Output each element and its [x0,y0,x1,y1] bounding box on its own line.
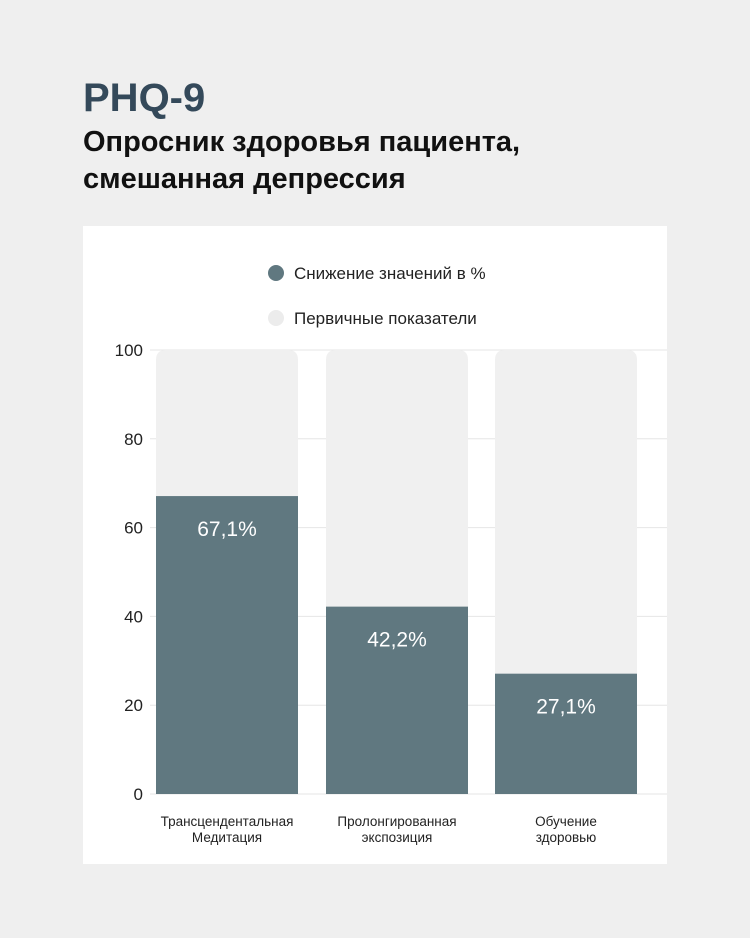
reduction-bar [326,606,468,794]
data-label: 67,1% [197,518,257,541]
x-category-label: Пролонгированная [337,814,456,829]
reduction-bar [495,673,637,794]
subtitle-line-1: Опросник здоровья пациента, [83,126,521,158]
y-tick-label: 40 [124,607,143,626]
bar-chart: 0 20 40 60 80 100 67,1% ТрансцендентальнаяМедит… [115,264,667,845]
legend-marker-icon [268,265,284,281]
reduction-bar [156,496,298,794]
x-category-label: Обучение [535,814,597,829]
legend-label: Снижение значений в % [294,264,486,283]
legend-marker-icon [268,310,284,326]
x-category-label: экспозиция [362,830,433,845]
data-label: 27,1% [536,696,596,719]
x-category-label: здоровью [536,830,597,845]
y-tick-label: 0 [134,785,143,804]
page-title: PHQ-9 [83,76,206,120]
y-tick-label: 20 [124,696,143,715]
chart-card: 0 20 40 60 80 100 67,1% Трансцендентальная Медит… [83,226,667,864]
page-subtitle: Опросник здоровья пациента, смешанная де… [83,124,683,198]
y-tick-label: 60 [124,519,143,538]
x-category-label: Медитация [192,830,262,845]
data-label: 42,2% [367,629,427,652]
x-category-label: Трансцендентальная [161,814,294,829]
legend-label: Первичные показатели [294,309,477,328]
y-tick-label: 100 [115,341,143,360]
subtitle-line-2: смешанная депрессия [83,163,406,195]
y-tick-label: 80 [124,430,143,449]
